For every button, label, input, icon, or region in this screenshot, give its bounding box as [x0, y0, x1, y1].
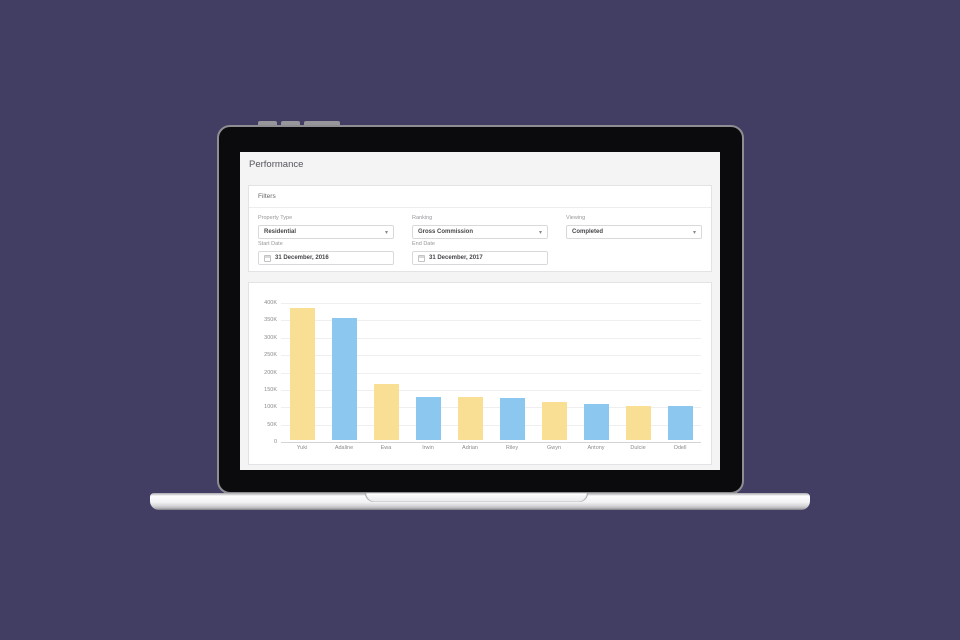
viewing-select[interactable]: Completed ▾ [566, 225, 702, 239]
gridline [281, 355, 701, 357]
bar-yuki [289, 308, 315, 440]
laptop-base-notch [365, 493, 588, 502]
bar-adaline [331, 318, 357, 440]
bar-slot [323, 301, 365, 440]
viewing-label: Viewing [566, 215, 586, 221]
end-date-label: End Date [412, 241, 435, 247]
property-type-field: Property Type Residential ▾ [258, 215, 394, 239]
x-axis-tick-label: Irwin [422, 445, 434, 451]
bar-slot [449, 301, 491, 440]
y-axis-tick-label: 50K [267, 421, 277, 428]
end-date-field: End Date 31 December, 2017 [412, 241, 548, 265]
gridline [281, 424, 701, 426]
ranking-label: Ranking [412, 215, 433, 221]
y-axis-tick-label: 400K [264, 300, 277, 306]
window-tab-peek [258, 121, 277, 128]
chevron-down-icon: ▾ [384, 229, 388, 236]
x-axis-tick-label: Ewa [380, 445, 392, 451]
window-tab-peek [304, 121, 340, 128]
y-axis-tick-label: 300K [264, 334, 277, 341]
x-axis-labels: Yuki Adaline Ewa Irwin Adrian Riley Gwyn Antony… [281, 445, 701, 451]
x-axis-tick-label: Antony [587, 445, 605, 451]
property-type-label: Property Type [258, 215, 293, 221]
x-axis-tick-label: Dulcie [630, 445, 646, 451]
property-type-value: Residential [264, 229, 297, 235]
property-type-select[interactable]: Residential ▾ [258, 225, 394, 239]
ranking-value: Gross Commission [418, 229, 474, 235]
bar-slot [659, 301, 701, 440]
bar-antony [583, 404, 609, 440]
y-axis-tick-label: 350K [264, 317, 277, 324]
y-axis-tick-label: 200K [264, 369, 277, 376]
bar-dulcie [625, 406, 651, 440]
bar-odell [667, 406, 693, 440]
y-axis-tick-label: 250K [264, 352, 277, 359]
start-date-label: Start Date [258, 241, 283, 247]
gridline [281, 303, 701, 304]
ranking-select[interactable]: Gross Commission ▾ [412, 225, 548, 239]
chevron-down-icon: ▾ [538, 229, 542, 236]
bar-slot [575, 301, 617, 440]
gridline [281, 372, 701, 374]
y-axis-tick-label: 100K [264, 404, 277, 411]
bar-slot [533, 301, 575, 440]
start-date-input[interactable]: 31 December, 2016 [258, 251, 394, 265]
gridline [281, 442, 701, 443]
chart-panel: 0 50K 100K 150K 200K 250K 300K 350K 400K Yuki Adal… [248, 282, 712, 465]
y-axis-tick-label: 150K [264, 386, 277, 393]
x-axis-tick-label: Yuki [296, 445, 308, 451]
gridline [281, 407, 701, 409]
viewing-value: Completed [572, 229, 604, 235]
end-date-input[interactable]: 31 December, 2017 [412, 251, 548, 265]
gridline [281, 320, 701, 322]
calendar-icon [418, 254, 425, 262]
laptop-screen: Performance Filters Property Type Reside… [240, 152, 720, 470]
bar-adrian [457, 397, 483, 440]
bar-ewa [373, 384, 399, 440]
bar-riley [499, 398, 525, 440]
gridline [281, 389, 701, 391]
bar-chart: 0 50K 100K 150K 200K 250K 300K 350K 400K Yuki Adal… [249, 283, 711, 464]
x-axis-tick-label: Adaline [334, 445, 354, 451]
x-axis-tick-label: Riley [505, 445, 519, 451]
x-axis-tick-label: Gwyn [546, 445, 562, 451]
calendar-icon [264, 254, 271, 262]
filters-heading: Filters [249, 186, 711, 208]
y-axis-tick-label: 0 [273, 439, 277, 445]
viewing-field: Viewing Completed ▾ [566, 215, 702, 239]
window-tab-peek [281, 121, 300, 128]
ranking-field: Ranking Gross Commission ▾ [412, 215, 548, 239]
end-date-value: 31 December, 2017 [429, 255, 483, 261]
x-axis-tick-label: Adrian [462, 445, 478, 451]
filters-panel: Filters Property Type Residential ▾ Rank… [248, 185, 712, 272]
bar-slot [407, 301, 449, 440]
bars-container [281, 301, 701, 440]
start-date-field: Start Date 31 December, 2016 [258, 241, 394, 265]
bar-slot [491, 301, 533, 440]
bar-slot [617, 301, 659, 440]
start-date-value: 31 December, 2016 [275, 255, 329, 261]
bar-slot [281, 301, 323, 440]
bar-irwin [415, 397, 441, 440]
bar-gwyn [541, 402, 567, 440]
bar-slot [365, 301, 407, 440]
chevron-down-icon: ▾ [692, 229, 696, 236]
x-axis-tick-label: Odell [673, 445, 687, 451]
gridline [281, 337, 701, 339]
page-title: Performance [249, 159, 304, 170]
